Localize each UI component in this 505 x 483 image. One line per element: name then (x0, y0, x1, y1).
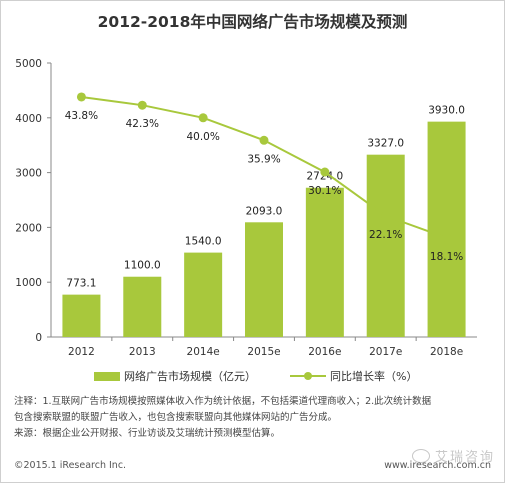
bar (305, 187, 344, 337)
y-tick-label: 4000 (15, 113, 42, 125)
x-tick-label: 2017e (369, 346, 402, 358)
growth-point (381, 211, 391, 221)
growth-point (76, 92, 86, 102)
bar (184, 252, 223, 337)
growth-value-label: 40.0% (186, 131, 219, 143)
growth-point (442, 233, 452, 243)
growth-point (320, 167, 330, 177)
x-tick-label: 2016e (308, 346, 341, 358)
legend-label-line: 同比增长率（%） (330, 370, 418, 383)
growth-value-label: 35.9% (247, 153, 280, 165)
bar (245, 222, 283, 337)
note-line-1: 注释：1.互联网广告市场规模按照媒体收入作为统计依据，不包括渠道代理商收入；2.… (14, 396, 432, 407)
growth-point (198, 113, 208, 123)
footer-copyright: ©2015.1 iResearch Inc. (14, 460, 127, 471)
x-tick-label: 2014e (187, 346, 220, 358)
chart-plot: 0 1000 2000 3000 4000 5000 2012 2013 2014e 2015e 2… (15, 58, 477, 358)
chart-title: 2012-2018年中国网络广告市场规模及预测 (97, 13, 408, 31)
bar (427, 121, 466, 337)
note-line-2: 包含搜索联盟的联盟广告收入，也包含搜索联盟向其他媒体网站的广告分成。 (14, 412, 338, 423)
bar-value-label: 773.1 (66, 278, 96, 290)
growth-point (137, 100, 147, 110)
x-tick-label: 2015e (247, 346, 280, 358)
growth-value-label: 42.3% (126, 118, 159, 130)
wechat-icon (412, 448, 430, 463)
x-tick-label: 2012 (68, 346, 95, 358)
watermark: 艾瑞咨询 (412, 446, 495, 465)
legend: 网络广告市场规模（亿元） 同比增长率（%） (0, 368, 505, 388)
footer-website: www.iresearch.com.cn (384, 460, 491, 471)
growth-value-label: 30.1% (308, 185, 341, 197)
legend-swatch-line (290, 370, 326, 382)
legend-item-bar: 网络广告市场规模（亿元） (94, 368, 256, 384)
growth-value-label: 43.8% (65, 110, 98, 122)
bar-value-label: 3930.0 (428, 105, 465, 117)
growth-value-label: 18.1% (430, 251, 463, 263)
y-tick-label: 5000 (15, 58, 42, 70)
y-tick-label: 2000 (15, 222, 42, 234)
growth-point (259, 135, 269, 145)
y-tick-label: 1000 (15, 277, 42, 289)
growth-value-label: 22.1% (369, 229, 402, 241)
x-tick-label: 2013 (129, 346, 156, 358)
y-tick-label: 0 (35, 332, 42, 344)
note-line-3: 来源：根据企业公开财报、行业访谈及艾瑞统计预测模型估算。 (14, 428, 281, 439)
legend-item-line: 同比增长率（%） (290, 368, 417, 384)
bar (62, 294, 101, 337)
bar (123, 276, 162, 337)
y-tick-label: 3000 (15, 168, 42, 180)
bar-value-label: 1540.0 (185, 236, 222, 248)
legend-swatch-bar (94, 371, 120, 381)
chart-notes: 注释：1.互联网广告市场规模按照媒体收入作为统计依据，不包括渠道代理商收入；2.… (14, 394, 494, 442)
legend-label-bar: 网络广告市场规模（亿元） (124, 370, 256, 383)
bar-value-label: 2093.0 (246, 205, 283, 217)
x-tick-label: 2018e (430, 346, 463, 358)
bar (366, 154, 405, 337)
bar-value-label: 3327.0 (367, 138, 404, 150)
watermark-text: 艾瑞咨询 (435, 450, 496, 465)
bar-value-label: 1100.0 (124, 260, 161, 272)
